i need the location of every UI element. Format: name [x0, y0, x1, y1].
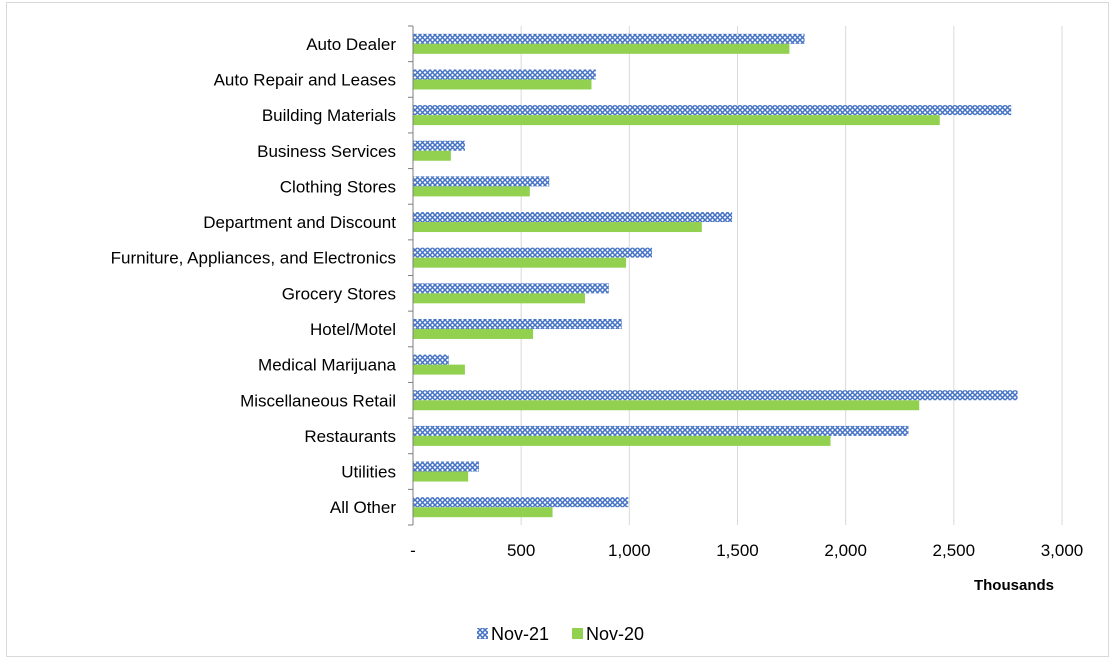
bar-nov-21-medical-marijuana [413, 354, 449, 365]
x-tick-label-500: 500 [507, 541, 535, 560]
grid-lines [520, 26, 1063, 525]
legend-swatch-nov-20 [572, 628, 583, 639]
bar-nov-20-miscellaneous-retail [413, 400, 920, 411]
bar-nov-20-clothing-stores [413, 186, 530, 197]
bar-nov-21-restaurants [413, 425, 909, 436]
bar-nov-20-auto-dealer [413, 43, 790, 54]
bar-nov-20-furniture-appliances-and-electronics [413, 257, 627, 268]
x-axis-tick-labels: - 500 1,000 1,500 2,000 2,500 3,000 [410, 541, 1083, 560]
bar-nov-21-auto-repair-and-leases [413, 69, 596, 80]
legend-swatch-nov-21 [477, 628, 488, 639]
category-label-clothing-stores: Clothing Stores [280, 177, 396, 196]
category-label-hotel-motel: Hotel/Motel [310, 320, 396, 339]
bar-nov-20-grocery-stores [413, 293, 585, 304]
bars [413, 33, 1018, 518]
bar-nov-20-all-other [413, 507, 553, 518]
bar-nov-21-business-services [413, 140, 465, 151]
bar-nov-21-department-and-discount [413, 212, 733, 223]
x-tick-label-0: - [410, 541, 416, 560]
bar-nov-21-utilities [413, 461, 479, 472]
legend: Nov-21 Nov-20 [477, 624, 644, 644]
x-axis-unit-label: Thousands [974, 577, 1054, 594]
x-tick-label-1000: 1,000 [608, 541, 651, 560]
category-label-all-other: All Other [330, 498, 396, 517]
category-label-medical-marijuana: Medical Marijuana [258, 356, 396, 375]
category-label-auto-dealer: Auto Dealer [306, 35, 396, 54]
x-tick-label-3000: 3,000 [1041, 541, 1084, 560]
category-label-department-and-discount: Department and Discount [203, 213, 396, 232]
category-label-miscellaneous-retail: Miscellaneous Retail [240, 391, 396, 410]
x-tick-label-1500: 1,500 [716, 541, 759, 560]
legend-label-nov-20: Nov-20 [586, 624, 644, 644]
category-label-utilities: Utilities [341, 463, 396, 482]
bar-nov-21-furniture-appliances-and-electronics [413, 247, 653, 258]
bar-nov-20-hotel-motel [413, 328, 534, 339]
category-label-grocery-stores: Grocery Stores [282, 284, 396, 303]
category-label-business-services: Business Services [257, 142, 396, 161]
bar-nov-20-business-services [413, 150, 451, 161]
bar-nov-20-medical-marijuana [413, 364, 465, 375]
y-axis-ticks [408, 25, 413, 526]
bar-nov-21-building-materials [413, 105, 1012, 116]
bar-nov-20-auto-repair-and-leases [413, 79, 592, 90]
category-label-furniture-appliances-and-electronics: Furniture, Appliances, and Electronics [111, 249, 396, 268]
bar-nov-21-hotel-motel [413, 318, 622, 329]
bar-nov-21-miscellaneous-retail [413, 390, 1018, 401]
category-label-building-materials: Building Materials [262, 106, 396, 125]
category-label-restaurants: Restaurants [304, 427, 396, 446]
x-tick-label-2000: 2,000 [824, 541, 867, 560]
bar-nov-21-auto-dealer [413, 33, 805, 44]
bar-nov-20-building-materials [413, 115, 940, 126]
bar-nov-20-utilities [413, 471, 469, 482]
x-tick-label-2500: 2,500 [933, 541, 976, 560]
bar-nov-21-clothing-stores [413, 176, 550, 187]
bar-nov-20-department-and-discount [413, 222, 702, 233]
legend-label-nov-21: Nov-21 [491, 624, 549, 644]
bar-nov-20-restaurants [413, 435, 831, 446]
category-label-auto-repair-and-leases: Auto Repair and Leases [214, 70, 396, 89]
bar-nov-21-grocery-stores [413, 283, 609, 294]
bar-nov-21-all-other [413, 497, 629, 508]
category-labels: Auto Dealer Auto Repair and Leases Buildin… [111, 35, 397, 517]
